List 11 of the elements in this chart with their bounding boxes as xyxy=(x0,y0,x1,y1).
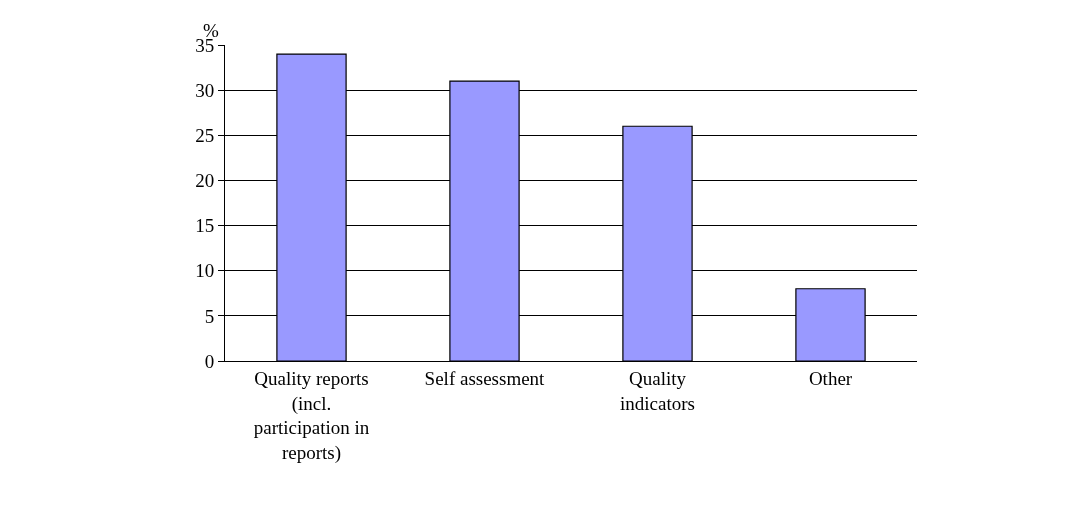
y-tick-label: 10 xyxy=(195,260,215,282)
y-tick-label: 20 xyxy=(195,170,215,192)
y-tick-label: 30 xyxy=(195,79,215,101)
x-tick-label: Quality reports (incl. participation in reports) xyxy=(253,367,370,464)
y-tick-label: 5 xyxy=(204,305,215,327)
y-tick-label: 25 xyxy=(195,124,215,146)
x-tick-label: Quality indicators xyxy=(620,367,695,414)
y-tick-label: 0 xyxy=(204,350,215,372)
y-tick-label: 15 xyxy=(195,215,215,237)
x-tick-label: Other xyxy=(808,367,853,389)
x-tick-label: Self assessment xyxy=(424,367,546,389)
